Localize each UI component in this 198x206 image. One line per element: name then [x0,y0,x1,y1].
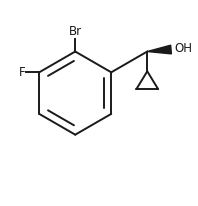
Text: F: F [19,66,25,79]
Polygon shape [147,45,171,54]
Text: OH: OH [174,42,192,55]
Text: Br: Br [69,25,82,38]
